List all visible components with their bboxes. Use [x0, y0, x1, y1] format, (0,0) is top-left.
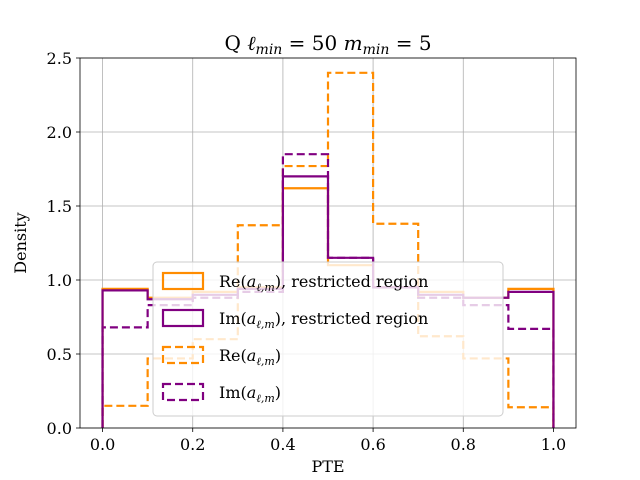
plot-frame: [79, 57, 577, 429]
y-tick-label: 1.0: [47, 271, 72, 290]
y-tick-label: 2.5: [47, 49, 72, 68]
y-tick-label: 2.0: [47, 123, 72, 142]
ticks: 0.0 0.2 0.4 0.6 0.8 1.0 0.0 0.5 1.0 1.5 2.0 2.5: [47, 49, 567, 454]
y-tick-label: 0.0: [47, 419, 72, 438]
legend-handle-re: [161, 345, 205, 365]
y-tick-label: 1.5: [47, 197, 72, 216]
x-tick-label: 0.8: [451, 435, 476, 454]
chart-title: Q ℓmin = 50 mmin = 5: [224, 31, 431, 58]
y-axis-label: Density: [11, 212, 30, 273]
legend-label-im_restricted: Im(aℓ,m), restricted region: [219, 309, 428, 331]
legend-label-re_restricted: Re(aℓ,m), restricted region: [219, 272, 428, 294]
x-axis-label: PTE: [311, 457, 344, 476]
legend-handle-im_restricted: [161, 308, 205, 328]
x-tick-label: 0.2: [180, 435, 205, 454]
x-tick-label: 0.6: [360, 435, 385, 454]
legend-label-im: Im(aℓ,m): [219, 383, 281, 405]
x-tick-label: 1.0: [541, 435, 566, 454]
x-tick-label: 0.0: [90, 435, 115, 454]
legend: Re(aℓ,m), restricted region Im(aℓ,m), res…: [152, 261, 504, 417]
y-tick-label: 0.5: [47, 345, 72, 364]
legend-label-re: Re(aℓ,m): [219, 346, 281, 368]
legend-box: [152, 261, 504, 417]
legend-handle-re_restricted: [161, 271, 205, 291]
x-tick-label: 0.4: [270, 435, 295, 454]
legend-handle-im: [161, 382, 205, 402]
